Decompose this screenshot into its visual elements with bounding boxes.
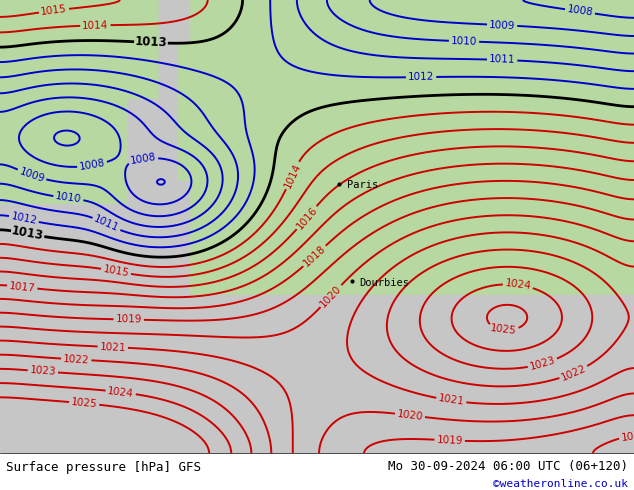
- Text: 1014: 1014: [82, 20, 108, 31]
- Text: 1019: 1019: [436, 435, 463, 446]
- Text: 1013: 1013: [134, 35, 167, 49]
- Text: Dourbies: Dourbies: [359, 277, 410, 288]
- Text: 1022: 1022: [560, 363, 588, 383]
- Text: 1024: 1024: [504, 278, 532, 292]
- Text: 1015: 1015: [41, 4, 68, 17]
- Text: 1017: 1017: [9, 281, 36, 294]
- Text: 1022: 1022: [63, 354, 90, 365]
- Text: 1013: 1013: [11, 224, 45, 243]
- Text: 1018: 1018: [302, 244, 328, 269]
- Text: 1011: 1011: [93, 214, 120, 234]
- Text: 1009: 1009: [489, 20, 515, 31]
- Text: 1020: 1020: [318, 283, 344, 309]
- Text: 1016: 1016: [294, 204, 319, 231]
- Text: 1023: 1023: [529, 355, 557, 372]
- Text: 1008: 1008: [79, 158, 106, 172]
- Text: 1012: 1012: [408, 72, 434, 82]
- Text: Surface pressure [hPa] GFS: Surface pressure [hPa] GFS: [6, 462, 202, 474]
- Text: 1025: 1025: [70, 397, 98, 410]
- Text: Mo 30-09-2024 06:00 UTC (06+120): Mo 30-09-2024 06:00 UTC (06+120): [387, 460, 628, 473]
- Text: 1015: 1015: [102, 264, 130, 278]
- Text: 1008: 1008: [129, 152, 157, 166]
- Text: Paris: Paris: [347, 180, 378, 190]
- Text: 1008: 1008: [566, 4, 593, 18]
- Text: 1018: 1018: [620, 429, 634, 443]
- Text: ©weatheronline.co.uk: ©weatheronline.co.uk: [493, 480, 628, 490]
- Text: 1020: 1020: [396, 409, 424, 422]
- Text: 1025: 1025: [490, 323, 517, 337]
- Text: 1012: 1012: [10, 212, 38, 226]
- Text: 1019: 1019: [115, 314, 142, 325]
- Text: 1021: 1021: [100, 342, 126, 353]
- Text: 1009: 1009: [18, 166, 46, 184]
- Text: 1014: 1014: [282, 161, 302, 189]
- Text: 1011: 1011: [489, 54, 515, 65]
- Text: 1010: 1010: [451, 36, 477, 47]
- Text: 1023: 1023: [29, 366, 56, 377]
- Text: 1021: 1021: [437, 393, 465, 407]
- Text: 1010: 1010: [55, 192, 82, 205]
- Text: 1024: 1024: [107, 386, 134, 399]
